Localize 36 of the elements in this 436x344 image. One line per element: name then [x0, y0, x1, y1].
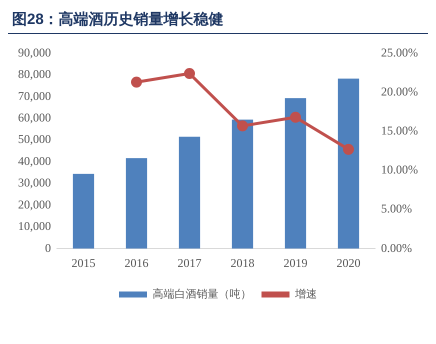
- x-tick-label: 2020: [336, 256, 361, 270]
- bar: [178, 136, 200, 249]
- x-tick-label: 2019: [284, 256, 308, 270]
- x-tick-label: 2016: [124, 256, 148, 270]
- y2-tick-label: 5.00%: [381, 202, 412, 216]
- bar: [284, 98, 306, 249]
- point: [131, 76, 142, 88]
- chart-title: 图28：高端酒历史销量增长稳健: [8, 8, 428, 34]
- y-tick-label: 40,000: [18, 154, 51, 168]
- y-tick-label: 80,000: [18, 67, 51, 82]
- y-tick-label: 70,000: [18, 88, 51, 103]
- bar: [72, 174, 94, 249]
- x-tick-label: 2017: [178, 256, 202, 270]
- y2-tick-label: 10.00%: [381, 162, 418, 177]
- x-tick-label: 2015: [72, 256, 96, 270]
- legend-label: 高端白酒销量（吨）: [152, 288, 252, 301]
- y2-tick-label: 20.00%: [381, 84, 418, 98]
- y2-tick-label: 15.00%: [381, 124, 418, 138]
- y2-tick-label: 0.00%: [381, 240, 412, 255]
- y-tick-label: 10,000: [18, 219, 51, 234]
- y-tick-label: 50,000: [18, 132, 51, 146]
- y-tick-label: 20,000: [18, 197, 51, 212]
- bar: [126, 158, 148, 249]
- y-tick-label: 90,000: [18, 45, 51, 60]
- y-tick-label: 30,000: [18, 176, 51, 190]
- bar: [232, 120, 254, 249]
- point: [237, 120, 248, 132]
- bar: [338, 78, 360, 249]
- y-tick-label: 0: [45, 240, 51, 255]
- point: [343, 144, 354, 155]
- y-tick-label: 60,000: [18, 110, 51, 124]
- y2-tick-label: 25.00%: [381, 45, 418, 60]
- legend-label: 增速: [294, 288, 317, 301]
- point: [184, 68, 195, 80]
- x-tick-label: 2018: [230, 256, 254, 270]
- point: [290, 112, 302, 123]
